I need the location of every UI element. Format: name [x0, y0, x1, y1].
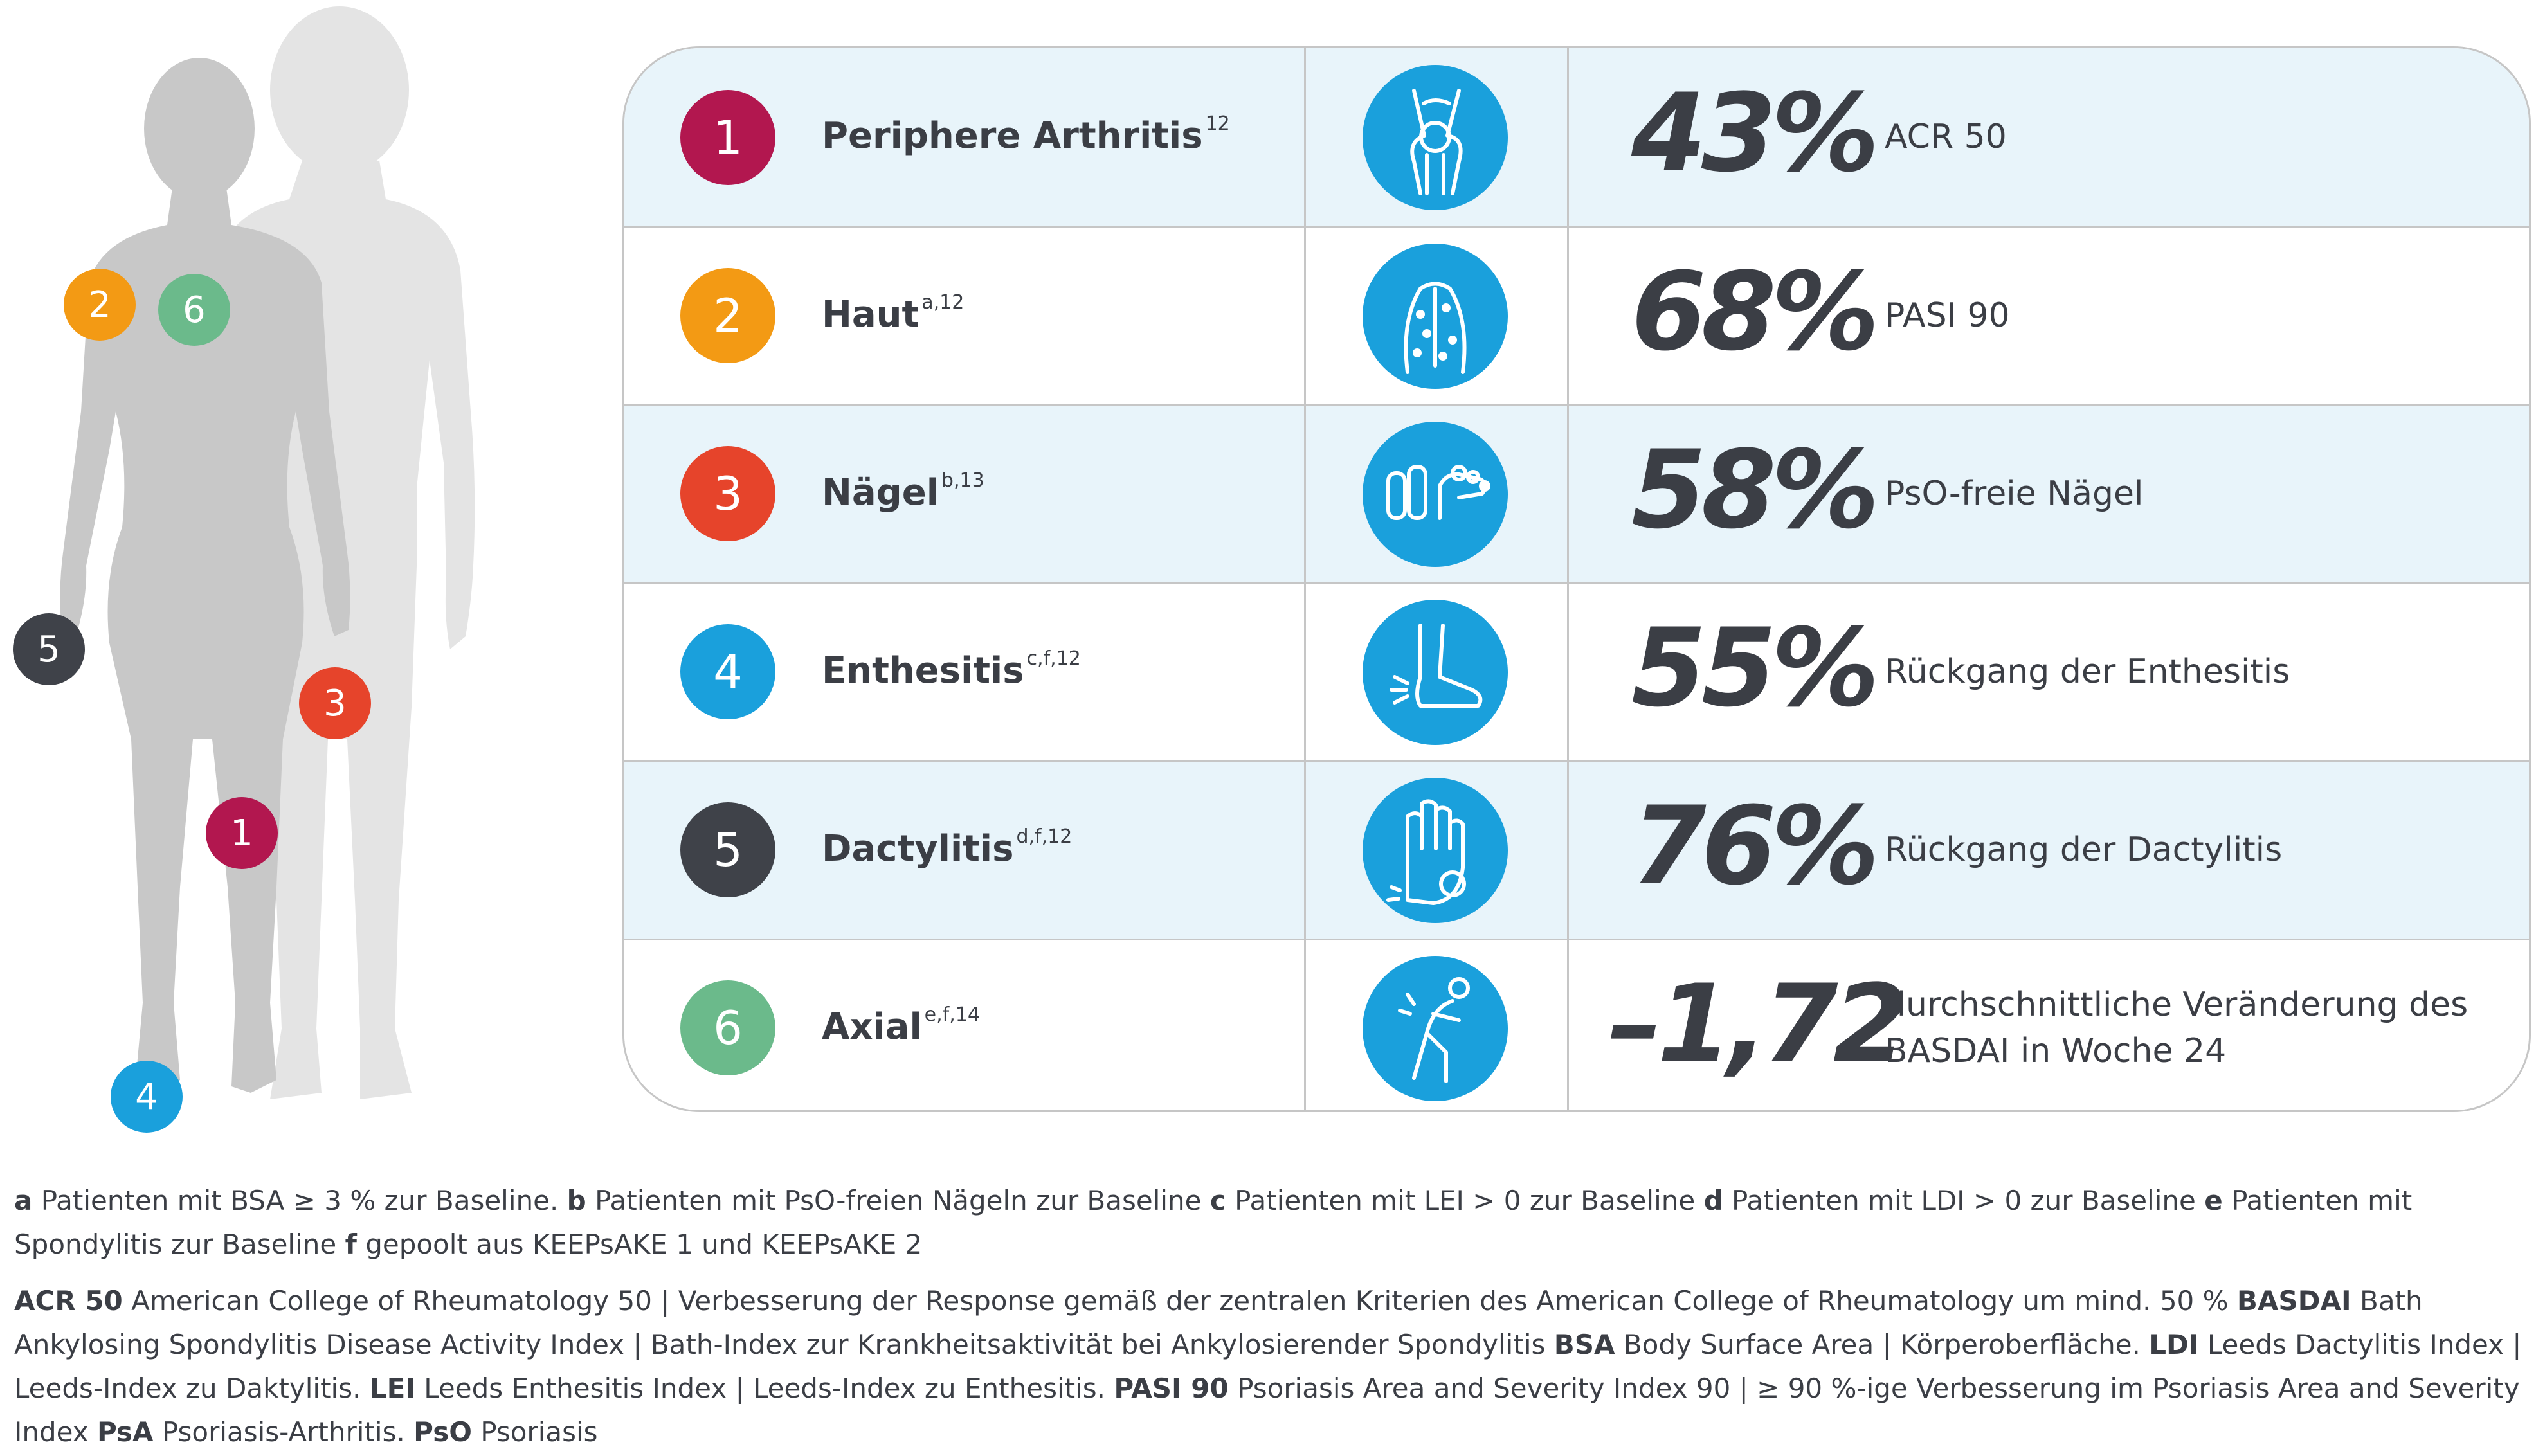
marker-5: 5 [13, 613, 85, 685]
fn-key: LEI [369, 1372, 415, 1404]
fn-key: PsO [413, 1416, 472, 1448]
row-value: 43% [1631, 70, 1879, 196]
row-label: Periphere Arthritis 12 [822, 112, 1230, 157]
row-value: 55% [1631, 605, 1879, 731]
fn-text: Psoriasis-Arthritis. [153, 1416, 414, 1448]
row-label: Nägel b,13 [822, 469, 984, 514]
fn-key: e [2204, 1185, 2223, 1216]
fn-text: Patienten mit BSA ≥ 3 % zur Baseline. [32, 1185, 567, 1216]
row-label-ref: e,f,14 [924, 1003, 980, 1026]
fn-text: Patienten mit PsO-freien Nägeln zur Base… [586, 1185, 1210, 1216]
fn-key: BSA [1553, 1329, 1615, 1360]
row-description: PsO-freie Nägel [1885, 474, 2144, 513]
fn-text: Psoriasis Area and Severity Index 90 | ≥… [14, 1372, 2520, 1448]
row-number: 2 [680, 268, 775, 363]
table-row: 3 Nägel b,13 58% PsO-freie Nägel [624, 404, 2529, 582]
row-description: durchschnittliche Veränderung des BASDAI… [1885, 985, 2468, 1070]
fn-text: gepoolt aus KEEPsAKE 1 und KEEPsAKE 2 [356, 1228, 923, 1260]
fn-text: Patienten mit LDI > 0 zur Baseline [1723, 1185, 2205, 1216]
row-value: 76% [1631, 783, 1879, 909]
row-label-ref: d,f,12 [1016, 825, 1073, 848]
row-label-ref: 12 [1205, 112, 1230, 135]
fn-key: f [345, 1228, 357, 1260]
table-row: 6 Axial e,f,14 –1,72 durchschnittliche Ve… [624, 939, 2529, 1110]
fn-text: Leeds Dactylitis Index | Leeds-Index zu … [14, 1329, 2522, 1404]
row-description: ACR 50 [1885, 118, 2007, 156]
row-number: 4 [680, 624, 775, 719]
hand-finger-icon [1363, 778, 1508, 923]
fn-text: Bath Ankylosing Spondylitis Disease Acti… [14, 1285, 2423, 1360]
body-silhouettes: 2 6 5 3 1 4 [0, 0, 617, 1144]
fn-text: Patienten mit LEI > 0 zur Baseline [1226, 1185, 1704, 1216]
fn-key: a [14, 1185, 33, 1216]
marker-2: 2 [64, 269, 136, 341]
row-value: 68% [1631, 249, 1879, 375]
row-number: 5 [680, 802, 775, 897]
row-label-text: Nägel [822, 472, 939, 514]
table-row: 2 Haut a,12 68% PASI 90 [624, 226, 2529, 404]
marker-3: 3 [299, 667, 371, 739]
row-label-ref: c,f,12 [1026, 647, 1081, 670]
fn-key: c [1209, 1185, 1226, 1216]
marker-4: 4 [111, 1061, 183, 1133]
fn-key: BASDAI [2236, 1285, 2351, 1317]
row-label-text: Dactylitis [822, 828, 1014, 870]
table-row: 1 Periphere Arthritis 12 43% ACR 50 [624, 48, 2529, 226]
row-label-text: Axial [822, 1006, 922, 1048]
row-label-text: Periphere Arthritis [822, 115, 1203, 157]
row-label: Dactylitis d,f,12 [822, 825, 1073, 870]
row-label: Haut a,12 [822, 291, 965, 336]
footnotes-superscripts: a Patienten mit BSA ≥ 3 % zur Baseline. … [14, 1179, 2522, 1266]
fn-key: b [566, 1185, 586, 1216]
fn-text: Patienten mit Spondylitis zur Baseline [14, 1185, 2413, 1260]
nails-icon [1363, 422, 1508, 567]
row-label: Enthesitis c,f,12 [822, 647, 1081, 692]
silhouette-graphic [60, 6, 475, 1099]
knee-joint-icon [1363, 65, 1508, 210]
row-label-ref: a,12 [921, 291, 965, 314]
row-value: 58% [1631, 427, 1879, 553]
fn-key: ACR 50 [14, 1285, 123, 1317]
fn-text: American College of Rheumatology 50 | Ve… [122, 1285, 2237, 1317]
fn-key: PsA [96, 1416, 154, 1448]
row-label-text: Enthesitis [822, 650, 1024, 692]
fn-key: PASI 90 [1114, 1372, 1229, 1404]
row-description: Rückgang der Dactylitis [1885, 831, 2283, 869]
table-row: 4 Enthesitis c,f,12 55% Rückgang der Enth… [624, 582, 2529, 760]
row-number: 1 [680, 90, 775, 185]
fn-key: d [1703, 1185, 1723, 1216]
column-divider [1567, 48, 1569, 1110]
row-value: –1,72 [1608, 961, 1908, 1087]
marker-1: 1 [206, 797, 278, 869]
footnotes-abbreviations: ACR 50 American College of Rheumatology … [14, 1279, 2522, 1454]
fn-text: Leeds Enthesitis Index | Leeds-Index zu … [415, 1372, 1114, 1404]
row-number: 3 [680, 446, 775, 541]
row-description: PASI 90 [1885, 296, 2010, 335]
back-pain-icon [1363, 956, 1508, 1101]
female-silhouette [60, 58, 350, 1093]
skin-back-icon [1363, 244, 1508, 389]
fn-text: Psoriasis [471, 1416, 598, 1448]
foot-heel-icon [1363, 600, 1508, 745]
fn-text: Body Surface Area | Körperoberfläche. [1615, 1329, 2150, 1360]
row-label: Axial e,f,14 [822, 1003, 980, 1048]
row-number: 6 [680, 980, 775, 1075]
row-label-ref: b,13 [941, 469, 984, 492]
marker-6: 6 [158, 274, 230, 346]
column-divider [1304, 48, 1306, 1110]
table-row: 5 Dactylitis d,f,12 76% Rückgang der Dact… [624, 760, 2529, 939]
fn-key: LDI [2149, 1329, 2199, 1360]
row-description: Rückgang der Enthesitis [1885, 652, 2290, 691]
outcome-table: 1 Periphere Arthritis 12 43% ACR 50 2 Hau… [622, 46, 2531, 1112]
row-label-text: Haut [822, 294, 919, 336]
